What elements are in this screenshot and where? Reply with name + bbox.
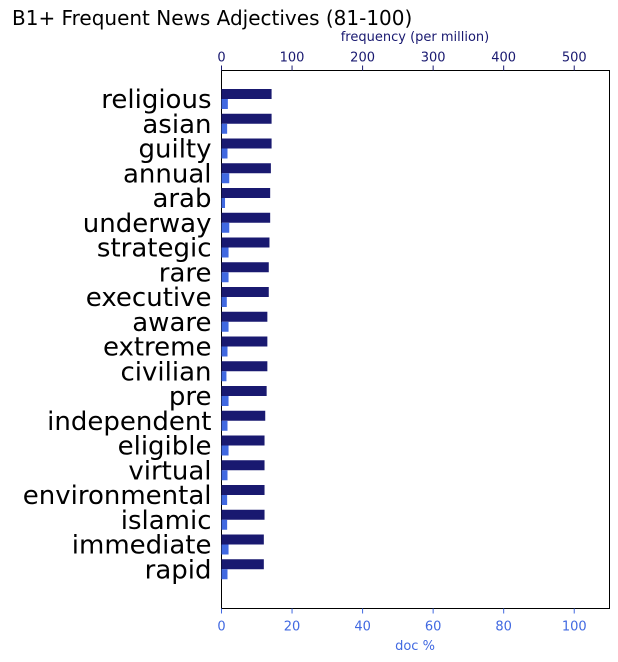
bottom-tick-label: 0 [217,620,225,635]
doc-percent-bar [221,272,229,283]
doc-percent-bar [221,321,229,332]
category-label: strategic [97,234,212,264]
doc-percent-bar [221,519,228,530]
frequency-bar [221,386,267,396]
top-tick-label: 400 [491,51,516,66]
doc-percent-bar [221,371,227,382]
category-label: rapid [145,555,212,585]
frequency-bar [221,287,269,297]
frequency-bar [221,188,271,198]
frequency-bar [221,163,271,174]
frequency-bar [221,89,272,99]
doc-percent-bar [221,470,228,481]
frequency-bar [221,410,266,421]
bottom-tick-label: 80 [495,620,512,635]
frequency-bar [221,485,265,495]
frequency-bar [221,460,265,471]
category-label: pre [169,382,212,412]
doc-percent-bars [221,99,230,580]
doc-percent-bar [221,569,228,580]
category-label: executive [86,283,212,313]
frequency-bar [221,311,268,322]
doc-percent-bar [221,247,229,258]
doc-percent-bar [221,198,226,208]
top-axis-label: frequency (per million) [341,30,490,45]
plot-area [221,70,610,609]
category-labels: religiousasianguiltyannualarabunderwayst… [23,85,212,585]
category-label: annual [123,159,212,189]
doc-percent-bar [221,222,230,233]
category-label: arab [152,184,211,214]
category-label: environmental [23,481,212,511]
category-label: civilian [121,357,212,387]
top-tick-label: 500 [562,51,587,66]
category-label: guilty [138,135,211,165]
chart-title: B1+ Frequent News Adjectives (81-100) [12,6,412,30]
doc-percent-bar [221,173,230,184]
frequency-bar [221,559,264,570]
category-label: underway [83,209,212,239]
category-label: independent [47,407,211,437]
doc-percent-bar [221,123,228,134]
category-label: immediate [72,531,212,561]
frequency-bar [221,435,265,446]
doc-percent-bar [221,495,228,505]
top-tick-label: 200 [350,51,375,66]
category-label: rare [159,258,212,288]
frequency-bar [221,212,271,223]
doc-percent-bar [221,346,228,357]
top-tick-label: 100 [280,51,305,66]
category-label: aware [132,308,211,338]
category-label: religious [101,85,211,115]
frequency-bar [221,509,265,520]
bottom-axis-ticks: 0 20 40 60 80 100 [217,608,587,635]
bottom-axis-label: doc % [395,639,435,654]
category-label: islamic [121,506,212,536]
category-label: virtual [128,456,211,486]
doc-percent-bar [221,445,229,456]
frequency-bar [221,113,272,124]
top-axis-ticks: 0 100 200 300 400 500 [217,51,587,71]
doc-percent-bar [221,544,229,555]
doc-percent-bar [221,396,229,406]
bottom-tick-label: 40 [354,620,371,635]
category-label: extreme [103,333,212,363]
bottom-tick-label: 60 [425,620,442,635]
bottom-tick-label: 100 [562,620,587,635]
category-label: eligible [118,432,212,462]
doc-percent-bar [221,420,228,431]
top-tick-label: 0 [217,51,225,66]
frequency-bar [221,237,270,248]
doc-percent-bar [221,99,228,109]
doc-percent-bar [221,148,228,159]
frequency-bar [221,262,269,273]
doc-percent-bar [221,297,227,307]
frequency-bars [221,89,272,570]
frequency-bar [221,138,272,149]
top-tick-label: 300 [421,51,446,66]
frequency-bar [221,361,268,372]
bottom-tick-label: 20 [284,620,301,635]
category-label: asian [142,110,211,140]
frequency-bar [221,534,264,545]
frequency-bar [221,336,268,347]
